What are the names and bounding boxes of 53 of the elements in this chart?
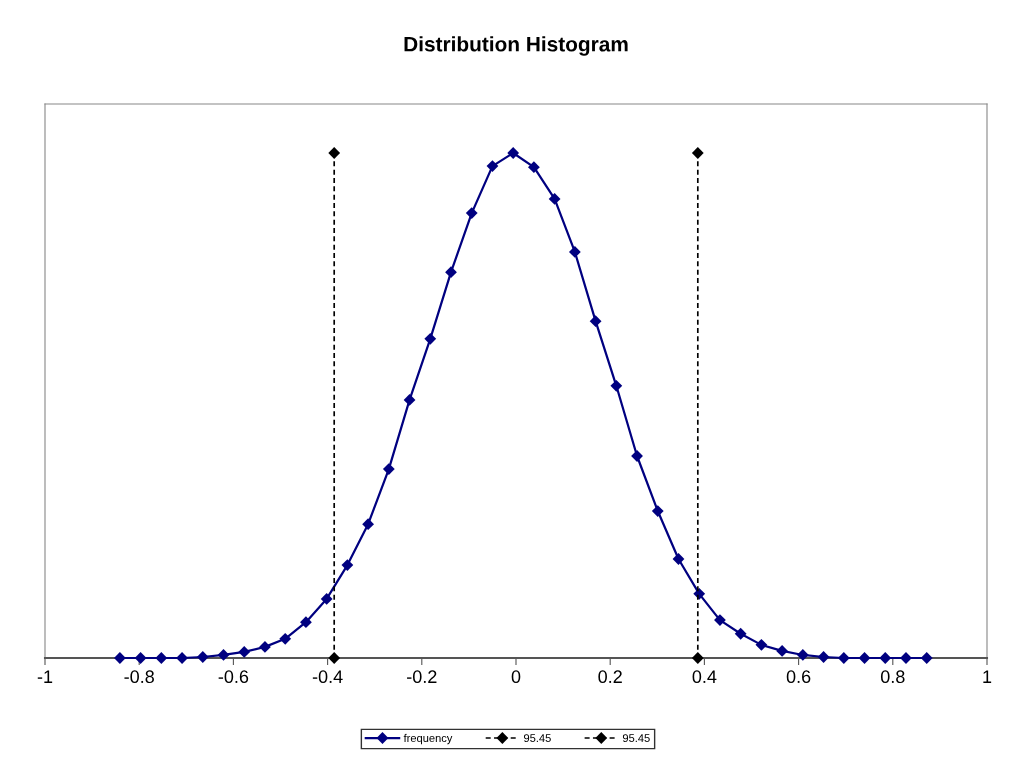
point: [362, 518, 374, 531]
point: [817, 651, 830, 663]
x-tick-label: 0: [511, 670, 521, 684]
point: [796, 649, 809, 661]
point: [114, 652, 126, 664]
point: [259, 641, 271, 653]
x-tick-label: -1: [37, 670, 53, 683]
point: [328, 652, 341, 664]
point: [403, 394, 416, 406]
point: [507, 147, 520, 159]
point: [528, 161, 540, 174]
point: [134, 652, 147, 664]
point: [734, 627, 747, 640]
point: [672, 553, 685, 565]
point: [382, 463, 395, 476]
point: [714, 614, 726, 627]
x-tick-label: -0.6: [218, 670, 249, 684]
x-tick-label: 0.6: [786, 670, 811, 684]
x-tick-label: -0.4: [312, 670, 343, 684]
point: [568, 246, 581, 258]
point: [424, 332, 437, 345]
legend-label: frequency: [403, 733, 453, 745]
point: [548, 193, 561, 205]
point: [445, 266, 457, 279]
point: [691, 652, 704, 664]
legend-label: 95.45: [524, 734, 551, 743]
point: [837, 652, 850, 664]
point: [196, 651, 209, 663]
x-tick-label: -0.2: [407, 670, 437, 684]
point: [155, 652, 168, 664]
point: [755, 638, 768, 651]
x-tick-label: 0.2: [598, 670, 622, 684]
point: [217, 649, 230, 661]
point: [651, 505, 664, 517]
x-tick-label: 0.8: [880, 670, 905, 684]
x-tick-label: -0.8: [124, 670, 154, 684]
point: [486, 160, 499, 173]
point: [328, 147, 341, 159]
point: [858, 652, 871, 664]
point: [238, 646, 251, 658]
point: [776, 645, 789, 657]
point: [320, 593, 333, 605]
legend-label: 95.45: [622, 734, 650, 743]
chart-title: Distribution Histogram: [404, 36, 628, 56]
point: [279, 632, 292, 645]
point: [589, 315, 602, 328]
point: [691, 147, 704, 159]
point: [341, 559, 354, 571]
x-tick-label: 1: [983, 670, 992, 683]
point: [610, 379, 623, 392]
point: [465, 207, 478, 219]
x-tick-label: 0.4: [692, 670, 717, 684]
point: [300, 616, 312, 629]
